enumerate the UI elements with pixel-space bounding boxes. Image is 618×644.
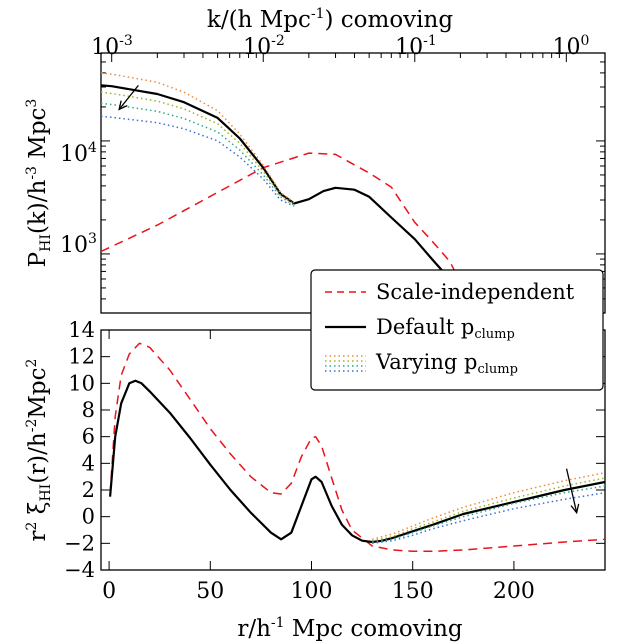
bottom-x-tick-label: 150 xyxy=(392,579,434,604)
top-series-5 xyxy=(101,115,295,207)
bottom-x-tick-labels: 0 50 100 150 200 xyxy=(102,579,535,604)
bottom-series-3 xyxy=(372,477,605,542)
bottom-y-tick-label: −2 xyxy=(64,531,95,555)
legend: Scale-independent Default pclump Varying… xyxy=(310,269,604,391)
bottom-trend-arrow xyxy=(565,468,580,515)
top-axis-tick-labels: 10-3 10-2 10-1 100 xyxy=(91,33,589,60)
bottom-y-axis-label: r2 ξHI(r)/h-2Mpc2 xyxy=(24,359,54,542)
top-tick-label-1: 10-2 xyxy=(243,33,285,60)
top-tick-label-2: 10-1 xyxy=(395,33,437,60)
bottom-x-tick-label: 50 xyxy=(196,579,224,604)
bottom-x-tick-label: 200 xyxy=(493,579,535,604)
bottom-x-axis-label: r/h-1 Mpc comoving xyxy=(237,615,463,642)
bottom-y-tick-label: 2 xyxy=(82,478,95,502)
top-y-tick-label-1: 104 xyxy=(60,140,97,167)
top-tick-label-3: 100 xyxy=(553,33,590,60)
bottom-y-tick-label: 14 xyxy=(68,318,95,342)
legend-label-scale-independent: Scale-independent xyxy=(376,280,575,304)
top-axis-label: k/(h Mpc-1) comoving xyxy=(207,6,453,33)
bottom-series-0 xyxy=(109,342,605,553)
bottom-y-tick-label: 10 xyxy=(68,371,95,395)
legend-box xyxy=(310,269,604,391)
top-series-3 xyxy=(101,91,295,205)
top-series-group xyxy=(101,72,468,298)
top-series-4 xyxy=(101,102,295,206)
bottom-series-4 xyxy=(372,485,605,543)
top-tick-label-0: 10-3 xyxy=(91,33,133,60)
top-y-axis-label: PHI(k)/h-3 Mpc3 xyxy=(24,99,54,268)
bottom-y-tick-label: 12 xyxy=(68,345,95,369)
bottom-y-tick-label: 0 xyxy=(82,505,95,529)
bottom-y-tick-label: 6 xyxy=(82,425,95,449)
bottom-series-5 xyxy=(372,491,605,545)
top-series-1 xyxy=(101,84,462,298)
bottom-y-tick-label: −4 xyxy=(64,558,95,582)
top-series-0 xyxy=(101,152,468,295)
top-trend-arrow xyxy=(118,84,139,111)
top-y-tick-label-0: 103 xyxy=(60,231,97,258)
bottom-y-tick-label: 4 xyxy=(82,451,95,475)
top-series-2 xyxy=(101,72,295,204)
top-panel: k/(h Mpc-1) comoving 10-3 10-2 10-1 100 … xyxy=(24,6,606,314)
bottom-series-group xyxy=(109,342,605,553)
bottom-series-1 xyxy=(109,379,605,544)
legend-label-varying: Varying pclump xyxy=(375,350,518,377)
bottom-x-tick-label: 100 xyxy=(291,579,333,604)
top-y-tick-labels: 103 104 xyxy=(60,140,97,258)
bottom-y-tick-label: 8 xyxy=(82,398,95,422)
bottom-x-tick-label: 0 xyxy=(102,579,116,604)
